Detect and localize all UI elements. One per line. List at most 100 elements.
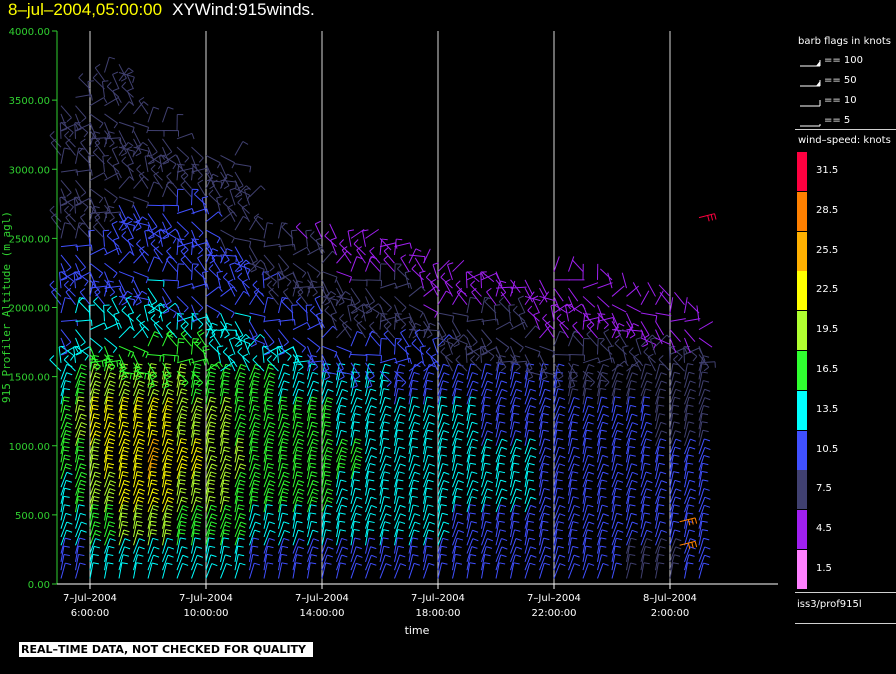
wind-barb xyxy=(336,279,345,298)
wind-barb xyxy=(249,259,266,272)
wind-barb xyxy=(111,146,120,164)
wind-barb xyxy=(263,521,275,538)
wind-barb xyxy=(176,471,187,488)
speed-scale-label: 13.5 xyxy=(816,403,839,415)
wind-barb xyxy=(408,413,421,430)
wind-barb xyxy=(510,430,522,446)
wind-barb xyxy=(626,430,638,446)
wind-barb xyxy=(553,354,571,361)
speed-swatch xyxy=(797,510,807,550)
wind-barb xyxy=(263,337,271,356)
wind-barb xyxy=(292,438,305,455)
wind-barb xyxy=(437,454,448,471)
wind-barb xyxy=(336,438,348,455)
wind-barb xyxy=(263,404,274,421)
wind-barb xyxy=(205,446,216,463)
wind-barb xyxy=(234,388,244,405)
y-tick-label: 1500.00 xyxy=(9,373,50,384)
wind-barb xyxy=(147,488,159,504)
wind-barb xyxy=(75,196,89,212)
wind-barb xyxy=(437,404,448,421)
wind-barb xyxy=(191,304,198,323)
wind-barb xyxy=(147,331,161,347)
wind-barb xyxy=(423,379,433,397)
x-axis-label: time xyxy=(405,624,430,637)
wind-barb xyxy=(408,312,416,331)
wind-barb xyxy=(447,262,454,281)
wind-barb xyxy=(655,396,665,413)
wind-barb xyxy=(60,479,72,496)
wind-barb xyxy=(118,362,128,381)
wind-barb xyxy=(611,404,622,421)
wind-barb xyxy=(136,313,149,330)
wind-barb xyxy=(336,454,347,471)
wind-barb xyxy=(684,446,696,463)
wind-barb xyxy=(698,454,710,471)
wind-barb xyxy=(452,422,465,438)
wind-barb xyxy=(495,496,508,513)
wind-barb xyxy=(191,455,204,471)
wind-barb xyxy=(205,537,215,554)
wind-barb xyxy=(394,513,407,529)
wind-barb xyxy=(524,362,534,381)
wind-barb xyxy=(394,537,404,554)
wind-barb xyxy=(510,562,520,579)
wind-barb xyxy=(104,388,115,405)
wind-barb xyxy=(162,512,173,529)
wind-barb xyxy=(640,480,653,496)
wind-barb xyxy=(211,179,221,198)
wind-barb xyxy=(60,413,73,430)
wind-barb xyxy=(684,512,694,529)
wind-barb xyxy=(191,529,201,546)
wind-barb xyxy=(162,554,174,571)
wind-barb xyxy=(118,562,128,579)
wind-barb xyxy=(60,404,71,421)
wind-barb xyxy=(481,496,492,513)
wind-barb xyxy=(481,504,491,521)
wind-barb xyxy=(60,263,68,281)
wind-barb xyxy=(292,504,303,521)
wind-barb xyxy=(466,496,478,513)
wind-barb xyxy=(568,545,579,563)
wind-barb xyxy=(133,101,149,115)
wind-barb xyxy=(166,255,178,272)
wind-barb xyxy=(495,454,506,471)
wind-barb xyxy=(252,280,265,297)
wind-barb xyxy=(626,404,637,421)
wind-barb xyxy=(423,454,434,471)
wind-barb xyxy=(423,495,433,513)
wind-barb xyxy=(408,454,420,471)
wind-barb xyxy=(611,430,623,446)
wind-barb xyxy=(329,223,337,239)
wind-barb xyxy=(321,290,337,306)
wind-barb xyxy=(118,504,129,521)
wind-barb xyxy=(220,529,231,546)
wind-barb xyxy=(553,471,564,488)
wind-barb xyxy=(147,429,158,446)
speed-swatch xyxy=(797,311,807,351)
wind-barb xyxy=(321,562,332,579)
wind-barb xyxy=(79,288,91,306)
wind-barb xyxy=(684,329,696,343)
wind-barb xyxy=(481,337,488,356)
wind-barb xyxy=(698,488,710,504)
wind-barb xyxy=(162,279,179,287)
wind-barb xyxy=(437,471,450,488)
wind-barb xyxy=(104,480,117,496)
wind-barb xyxy=(228,336,236,355)
wind-barb xyxy=(321,421,332,438)
wind-barb xyxy=(626,471,639,488)
wind-barb xyxy=(379,479,389,496)
wind-barb xyxy=(640,521,652,538)
wind-barb xyxy=(626,553,636,571)
wind-barb xyxy=(640,538,653,554)
wind-barb xyxy=(133,279,141,298)
wind-barb xyxy=(553,496,565,513)
wind-barb xyxy=(466,488,479,504)
wind-barb xyxy=(394,504,406,521)
wind-barb xyxy=(234,185,251,198)
wind-barb xyxy=(394,437,404,455)
wind-barb xyxy=(75,319,93,327)
wind-barb xyxy=(597,504,608,521)
wind-barb xyxy=(423,537,433,554)
